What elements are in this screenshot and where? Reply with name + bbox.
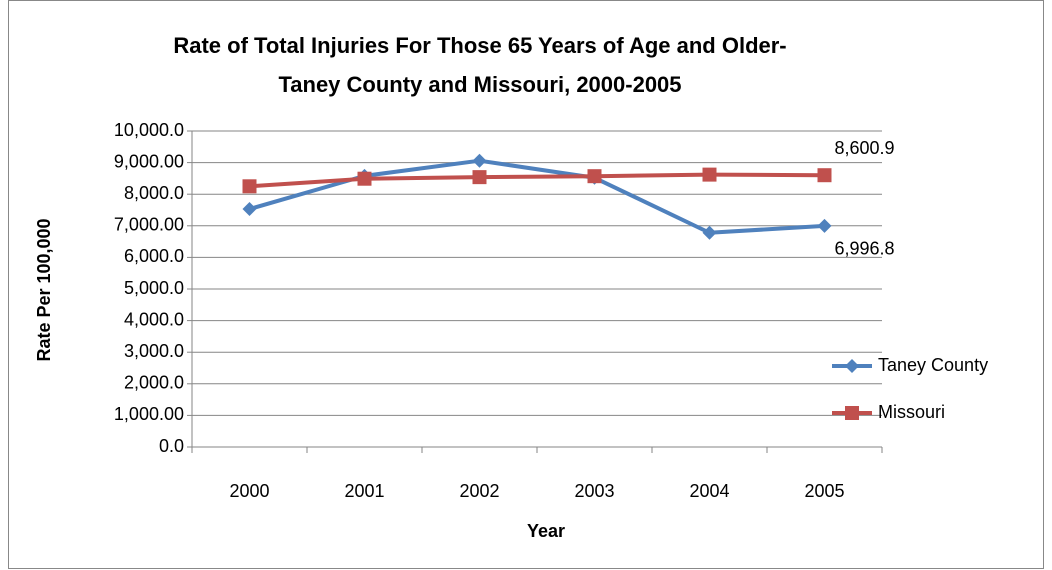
y-tick-label: 9,000.00: [114, 151, 184, 171]
chart-title: Rate of Total Injuries For Those 65 Year…: [173, 33, 786, 58]
data-point: [242, 202, 257, 217]
data-point: [472, 170, 487, 185]
x-tick-label: 2001: [344, 481, 384, 501]
data-point: [242, 179, 257, 194]
legend-label: Taney County: [878, 355, 988, 375]
x-tick-label: 2005: [804, 481, 844, 501]
legend-marker: [845, 359, 859, 373]
legend-label: Missouri: [878, 402, 945, 422]
y-tick-label: 6,000.0: [124, 246, 184, 266]
y-tick-label: 3,000.0: [124, 341, 184, 361]
y-axis-title: Rate Per 100,000: [34, 218, 54, 361]
data-label: 8,600.9: [835, 138, 895, 158]
data-point: [817, 218, 832, 233]
y-tick-label: 4,000.0: [124, 309, 184, 329]
x-tick-label: 2004: [689, 481, 729, 501]
y-tick-label: 5,000.0: [124, 278, 184, 298]
data-point: [817, 168, 832, 183]
y-tick-label: 1,000.00: [114, 404, 184, 424]
data-point: [702, 225, 717, 240]
x-tick-label: 2003: [574, 481, 614, 501]
legend-marker: [845, 406, 859, 420]
chart-border: [8, 0, 1044, 569]
y-tick-label: 10,000.0: [114, 120, 184, 140]
y-tick-label: 8,000.0: [124, 183, 184, 203]
y-tick-label: 7,000.00: [114, 215, 184, 235]
x-tick-label: 2000: [229, 481, 269, 501]
series-line: [249, 172, 825, 189]
x-axis-title: Year: [527, 521, 565, 541]
data-point: [702, 167, 717, 182]
data-point: [587, 169, 602, 184]
x-tick-label: 2002: [459, 481, 499, 501]
data-point: [357, 171, 372, 186]
data-point: [472, 153, 487, 168]
chart-title: Taney County and Missouri, 2000-2005: [278, 72, 681, 97]
y-tick-label: 0.0: [159, 436, 184, 456]
data-label: 6,996.8: [835, 239, 895, 259]
y-tick-label: 2,000.0: [124, 373, 184, 393]
